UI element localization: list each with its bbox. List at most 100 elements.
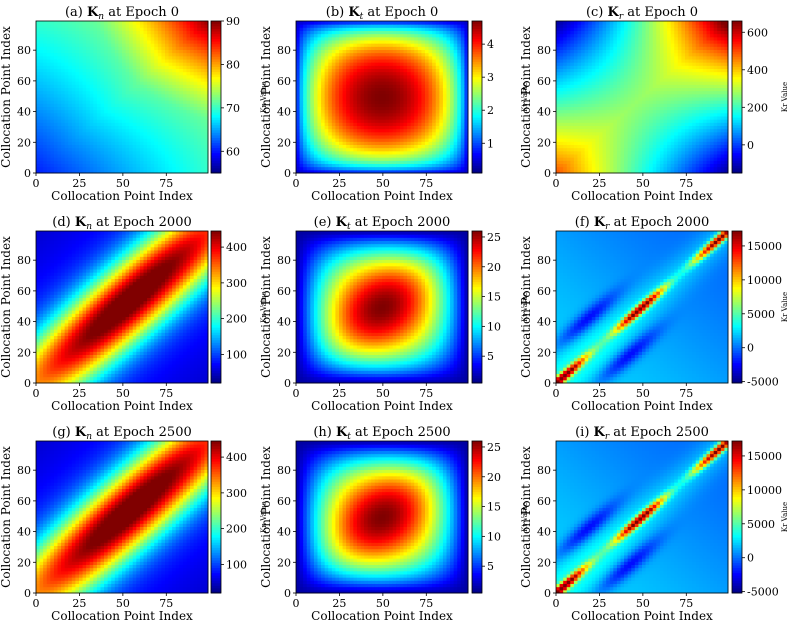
heatmap-cell [328,141,332,145]
heatmap-cell [75,46,79,50]
heatmap-cell [79,135,83,139]
heatmap-cell [151,37,155,41]
heatmap-cell [108,103,112,107]
heatmap-cell [411,119,415,123]
heatmap-cell [144,50,148,54]
heatmap-cell [50,119,54,123]
heatmap-cell [371,69,375,73]
heatmap-cell [101,141,105,145]
heatmap-cell [79,75,83,79]
heatmap-cell [325,34,329,38]
y-tick-label: 60 [17,75,31,88]
heatmap-cell [418,122,422,126]
heatmap-cell [560,119,564,123]
heatmap-cell [79,53,83,57]
heatmap-cell [407,116,411,120]
heatmap-cell [314,53,318,57]
heatmap-cell [133,141,137,145]
heatmap-cell [396,27,400,31]
heatmap-cell [187,91,191,95]
colorbar-segment [472,100,482,103]
heatmap-cell [176,84,180,88]
heatmap-cell [190,62,194,66]
heatmap-cell [567,141,571,145]
heatmap-cell [158,91,162,95]
heatmap-cell [61,31,65,35]
heatmap-cell [393,138,397,142]
heatmap-cell [47,43,51,47]
heatmap-cell [368,88,372,92]
heatmap-cell [158,21,162,25]
heatmap-cell [93,164,97,168]
heatmap-cell [61,34,65,38]
heatmap-cell [97,160,101,164]
heatmap-cell [54,27,58,31]
heatmap-cell [443,75,447,79]
heatmap-cell [425,75,429,79]
heatmap-cell [111,53,115,57]
heatmap-cell [350,167,354,171]
heatmap-cell [111,126,115,130]
heatmap-cell [47,65,51,69]
heatmap-cell [407,129,411,133]
colorbar-segment [472,145,482,148]
heatmap-cell [86,24,90,28]
heatmap-cell [93,31,97,35]
heatmap-cell [83,43,87,47]
heatmap-cell [300,97,304,101]
heatmap-cell [79,24,83,28]
heatmap-cell [93,126,97,130]
heatmap-cell [386,81,390,85]
heatmap-cell [144,135,148,139]
heatmap-cell [296,24,300,28]
heatmap-cell [201,138,205,142]
heatmap-cell [346,110,350,114]
heatmap-cell [567,164,571,168]
heatmap-cell [439,132,443,136]
colorbar-segment [472,148,482,151]
heatmap-cell [447,43,451,47]
heatmap-cell [122,138,126,142]
heatmap-cell [90,103,94,107]
heatmap-cell [115,94,119,98]
heatmap-cell [436,100,440,104]
heatmap-cell [36,53,40,57]
heatmap-cell [72,27,76,31]
heatmap-cell [43,135,47,139]
heatmap-cell [461,46,465,50]
heatmap-cell [371,110,375,114]
heatmap-cell [296,141,300,145]
heatmap-cell [563,135,567,139]
heatmap-cell [154,145,158,149]
heatmap-cell [43,43,47,47]
heatmap-cell [411,94,415,98]
heatmap-cell [421,132,425,136]
heatmap-cell [201,88,205,92]
heatmap-cell [129,122,133,126]
heatmap-cell [443,84,447,88]
heatmap-cell [83,119,87,123]
heatmap-cell [104,157,108,161]
heatmap-cell [190,53,194,57]
heatmap-cell [421,94,425,98]
heatmap-cell [343,113,347,117]
heatmap-cell [47,72,51,76]
heatmap-cell [72,21,76,25]
heatmap-cell [47,53,51,57]
heatmap-cell [443,40,447,44]
heatmap-cell [368,56,372,60]
heatmap-cell [133,84,137,88]
heatmap-cell [90,91,94,95]
heatmap-cell [43,65,47,69]
heatmap-cell [357,81,361,85]
heatmap-cell [357,75,361,79]
heatmap-cell [314,50,318,54]
heatmap-cell [183,46,187,50]
heatmap-cell [133,21,137,25]
heatmap-cell [368,43,372,47]
heatmap-cell [111,88,115,92]
heatmap-cell [364,167,368,171]
heatmap-cell [368,31,372,35]
heatmap-cell [83,138,87,142]
heatmap-cell [190,37,194,41]
